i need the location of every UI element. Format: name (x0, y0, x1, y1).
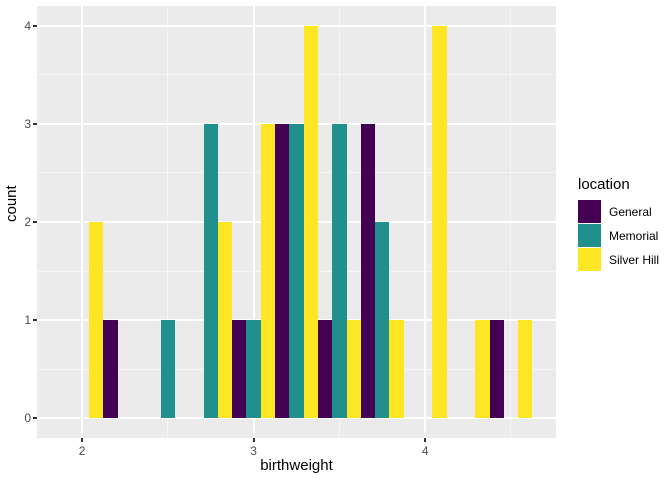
legend-swatch-icon (578, 200, 601, 223)
y-tick-label: 3 (24, 116, 31, 131)
bar-general-3.5 (317, 320, 333, 419)
legend-item-label: Silver Hill (609, 252, 660, 267)
gridline-y-major (37, 417, 556, 420)
bar-general-3 (232, 320, 247, 419)
legend-item-memorial: Memorial (578, 224, 659, 247)
y-tick-mark (33, 24, 37, 27)
bar-silver-hill-2.75 (217, 222, 233, 419)
bar-silver-hill-4.5 (518, 320, 533, 419)
y-tick-label: 0 (24, 411, 31, 426)
gridline-x-major (81, 6, 84, 438)
x-tick-mark (252, 438, 255, 442)
legend-swatch-icon (578, 248, 601, 271)
y-tick-mark (33, 417, 37, 420)
legend-swatch-icon (578, 224, 601, 247)
bar-silver-hill-4.25 (475, 320, 490, 419)
bar-general-4.5 (489, 320, 504, 419)
x-tick-label: 3 (250, 444, 257, 458)
bar-memorial-3.75 (375, 222, 390, 419)
bar-memorial-3.25 (289, 123, 304, 419)
legend-items: General Memorial Silver Hill (578, 200, 659, 271)
legend-title: location (578, 176, 630, 193)
bar-memorial-2.5 (160, 320, 175, 419)
plot-panel (37, 6, 556, 438)
bar-silver-hill-3 (260, 123, 276, 419)
bar-silver-hill-2 (89, 222, 104, 419)
bar-general-2.25 (103, 320, 118, 419)
x-tick-label: 4 (421, 444, 429, 458)
y-tick-label: 1 (24, 313, 31, 328)
bar-general-3.25 (275, 123, 290, 419)
x-tick-mark (81, 438, 84, 442)
x-tick-label: 2 (78, 444, 86, 458)
legend: location General Memorial Silver Hill (578, 176, 659, 272)
y-tick-mark (33, 221, 37, 223)
legend-item-label: Memorial (609, 228, 659, 243)
bar-memorial-2.75 (203, 123, 218, 419)
gridline-y-major (37, 24, 556, 27)
bar-memorial-3 (246, 320, 261, 419)
bar-silver-hill-4 (432, 25, 447, 419)
y-tick-label: 4 (24, 18, 31, 33)
legend-item-silver-hill: Silver Hill (578, 248, 659, 271)
legend-item-general: General (578, 200, 659, 223)
x-axis-title: birthweight (260, 457, 333, 474)
bar-general-3.75 (360, 123, 376, 419)
y-tick-label: 2 (24, 215, 31, 229)
gridline-x-major (252, 6, 255, 438)
gridline-y-minor (37, 74, 556, 76)
bar-memorial-3.5 (332, 123, 347, 419)
gridline-x-major (424, 6, 427, 438)
bar-silver-hill-3.5 (346, 320, 361, 419)
y-tick-mark (33, 122, 37, 125)
bar-silver-hill-3.25 (303, 25, 318, 419)
y-tick-mark (33, 319, 37, 322)
legend-item-label: General (609, 204, 652, 219)
x-tick-mark (424, 438, 427, 442)
bar-silver-hill-3.75 (389, 320, 404, 419)
